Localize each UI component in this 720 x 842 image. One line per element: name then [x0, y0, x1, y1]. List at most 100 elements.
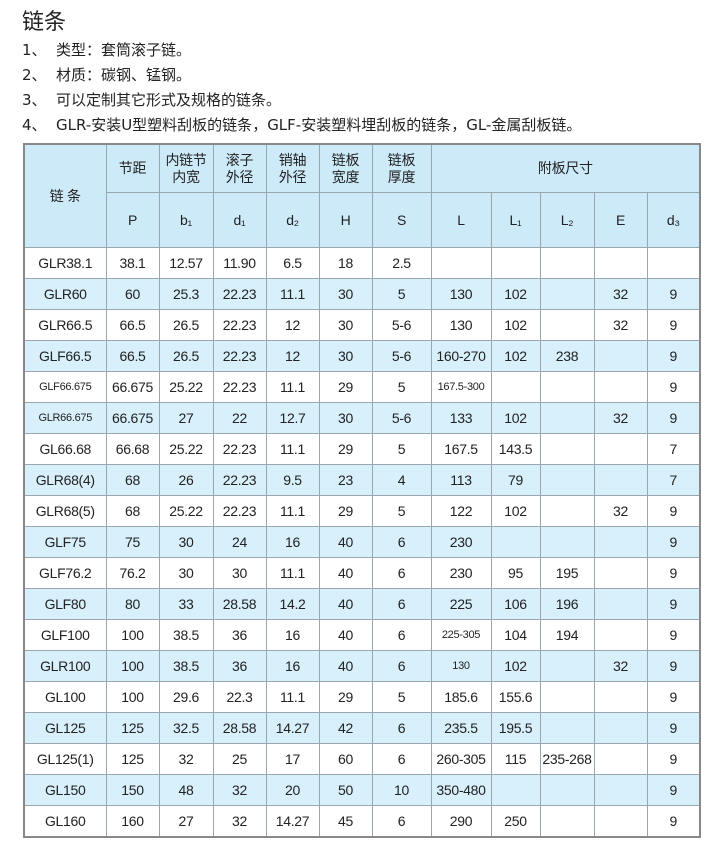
value-cell: 11.1 — [265, 557, 320, 589]
value-cell: 30 — [318, 340, 373, 372]
value-cell: 125 — [105, 712, 160, 744]
value-cell — [539, 464, 595, 496]
value-cell: 5 — [371, 278, 432, 310]
value-cell: 32 — [212, 774, 267, 806]
value-cell: 9 — [646, 743, 701, 775]
value-cell — [646, 247, 701, 279]
value-cell: 30 — [158, 557, 214, 589]
value-cell: 9 — [646, 681, 701, 713]
value-cell: 9 — [646, 278, 701, 310]
table-row: GLR68(4) 68 26 22.23 9.5 23 4 113 79 7 — [23, 464, 701, 496]
value-cell: 260-305 — [430, 743, 492, 775]
value-cell: 195 — [539, 557, 595, 589]
header-chain: 链 条 — [23, 143, 107, 248]
header-symbol: S — [371, 192, 432, 248]
value-cell: 122 — [430, 495, 492, 527]
value-cell: 30 — [318, 278, 373, 310]
value-cell — [593, 247, 648, 279]
table-row: GL160 160 27 32 14.27 45 6 290 250 9 — [23, 805, 701, 838]
value-cell — [539, 650, 595, 682]
value-cell — [490, 526, 541, 558]
value-cell: 102 — [490, 402, 541, 434]
value-cell — [539, 278, 595, 310]
value-cell: 76.2 — [105, 557, 160, 589]
value-cell: 26 — [158, 464, 214, 496]
table-row: GLF80 80 33 28.58 14.2 40 6 225 106 196 9 — [23, 588, 701, 620]
value-cell: 6 — [371, 619, 432, 651]
value-cell — [539, 371, 595, 403]
chain-model-cell: GLR38.1 — [23, 247, 107, 279]
note-number: 1、 — [22, 41, 47, 59]
value-cell: 100 — [105, 650, 160, 682]
table-row: GL125 125 32.5 28.58 14.27 42 6 235.5 195.5 9 — [23, 712, 701, 744]
value-cell: 66.675 — [105, 402, 160, 434]
note-number: 3、 — [22, 91, 47, 109]
value-cell: 11.90 — [212, 247, 267, 279]
value-cell — [539, 712, 595, 744]
table-row: GLF66.675 66.675 25.22 22.23 11.1 29 5 167.5-30… — [23, 371, 701, 403]
value-cell: 5 — [371, 371, 432, 403]
value-cell: 235-268 — [539, 743, 595, 775]
value-cell: 38.5 — [158, 619, 214, 651]
value-cell: 20 — [265, 774, 320, 806]
value-cell — [593, 712, 648, 744]
value-cell: 6 — [371, 557, 432, 589]
value-cell: 160 — [105, 805, 160, 838]
value-cell: 5-6 — [371, 340, 432, 372]
value-cell: 11.1 — [265, 278, 320, 310]
value-cell: 9 — [646, 650, 701, 682]
value-cell — [430, 247, 492, 279]
header-symbol: L — [430, 192, 492, 248]
chain-model-cell: GLF75 — [23, 526, 107, 558]
value-cell — [593, 464, 648, 496]
value-cell: 225-305 — [430, 619, 492, 651]
value-cell: 115 — [490, 743, 541, 775]
chain-model-cell: GL66.68 — [23, 433, 107, 465]
value-cell: 16 — [265, 650, 320, 682]
value-cell: 7 — [646, 433, 701, 465]
note-number: 2、 — [22, 66, 47, 84]
table-row: GLR66.675 66.675 27 22 12.7 30 5-6 133 102 32 9 — [23, 402, 701, 434]
value-cell: 36 — [212, 650, 267, 682]
value-cell — [593, 557, 648, 589]
value-cell — [490, 774, 541, 806]
value-cell: 40 — [318, 650, 373, 682]
value-cell: 6 — [371, 526, 432, 558]
note-number: 4、 — [22, 116, 47, 134]
value-cell: 22.23 — [212, 278, 267, 310]
chain-model-cell: GL150 — [23, 774, 107, 806]
value-cell: 50 — [318, 774, 373, 806]
value-cell: 130 — [430, 278, 492, 310]
value-cell: 25.3 — [158, 278, 214, 310]
header-cell: 链板 厚度 — [371, 143, 432, 193]
value-cell: 32 — [593, 650, 648, 682]
value-cell: 9 — [646, 805, 701, 838]
value-cell: 12.57 — [158, 247, 214, 279]
value-cell: 9.5 — [265, 464, 320, 496]
value-cell: 238 — [539, 340, 595, 372]
chain-model-cell: GLR68(4) — [23, 464, 107, 496]
value-cell: 230 — [430, 526, 492, 558]
value-cell: 9 — [646, 557, 701, 589]
value-cell: 10 — [371, 774, 432, 806]
value-cell: 14.27 — [265, 712, 320, 744]
header-cell: 节距 — [105, 143, 160, 193]
value-cell — [593, 340, 648, 372]
value-cell: 22.3 — [212, 681, 267, 713]
value-cell: 230 — [430, 557, 492, 589]
value-cell: 32 — [593, 402, 648, 434]
table-row: GL100 100 29.6 22.3 11.1 29 5 185.6 155.6 9 — [23, 681, 701, 713]
value-cell: 150 — [105, 774, 160, 806]
value-cell: 29 — [318, 681, 373, 713]
value-cell — [593, 526, 648, 558]
value-cell: 29 — [318, 495, 373, 527]
value-cell: 12 — [265, 340, 320, 372]
value-cell: 32 — [593, 495, 648, 527]
value-cell: 194 — [539, 619, 595, 651]
value-cell: 5 — [371, 495, 432, 527]
chain-model-cell: GL125 — [23, 712, 107, 744]
note-item: 3、 可以定制其它形式及规格的链条。 — [22, 88, 581, 113]
value-cell: 36 — [212, 619, 267, 651]
value-cell: 6 — [371, 650, 432, 682]
value-cell: 167.5 — [430, 433, 492, 465]
